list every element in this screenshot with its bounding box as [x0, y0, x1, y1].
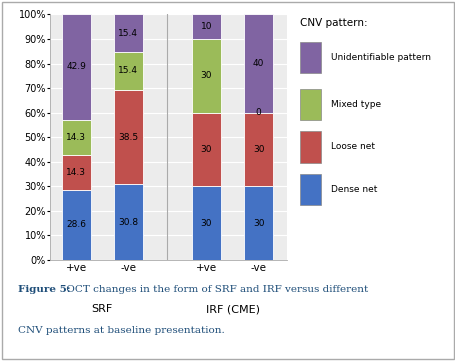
Text: 30: 30 — [200, 71, 212, 80]
Text: CNV patterns at baseline presentation.: CNV patterns at baseline presentation. — [18, 326, 224, 335]
Text: 15.4: 15.4 — [118, 66, 138, 75]
Text: Loose net: Loose net — [330, 143, 374, 152]
FancyBboxPatch shape — [299, 88, 320, 120]
Text: 40: 40 — [253, 59, 264, 68]
Text: Mixed type: Mixed type — [330, 100, 380, 109]
Text: Unidentifiable pattern: Unidentifiable pattern — [330, 53, 430, 62]
Bar — [62, 14, 91, 119]
Text: 14.3: 14.3 — [66, 132, 86, 142]
Text: 10: 10 — [200, 22, 212, 31]
FancyBboxPatch shape — [299, 131, 320, 162]
Bar — [62, 190, 91, 260]
Text: OCT changes in the form of SRF and IRF versus different: OCT changes in the form of SRF and IRF v… — [63, 285, 368, 294]
Bar — [62, 119, 91, 155]
Bar — [114, 52, 142, 90]
Text: Dense net: Dense net — [330, 186, 376, 194]
Text: CNV pattern:: CNV pattern: — [299, 18, 366, 29]
Text: 30: 30 — [253, 219, 264, 227]
Text: 28.6: 28.6 — [66, 220, 86, 229]
Text: 30: 30 — [200, 145, 212, 154]
Text: 30: 30 — [200, 219, 212, 227]
Text: Figure 5:: Figure 5: — [0, 360, 1, 361]
Bar — [244, 14, 273, 113]
Text: 30.8: 30.8 — [118, 218, 138, 227]
Bar — [192, 39, 220, 113]
Bar — [114, 14, 142, 52]
FancyBboxPatch shape — [299, 174, 320, 205]
Bar — [244, 113, 273, 186]
Text: IRF (CME): IRF (CME) — [205, 304, 259, 314]
Bar — [192, 186, 220, 260]
Bar — [192, 14, 220, 39]
Text: Figure 5: OCT changes in the form of SRF and IRF versus different: Figure 5: OCT changes in the form of SRF… — [0, 360, 1, 361]
Text: 42.9: 42.9 — [66, 62, 86, 71]
Text: SRF: SRF — [91, 304, 113, 314]
Bar — [62, 155, 91, 190]
Text: 14.3: 14.3 — [66, 168, 86, 177]
Text: 38.5: 38.5 — [118, 132, 138, 142]
Bar — [114, 90, 142, 184]
Bar — [192, 113, 220, 186]
Text: Figure 5:: Figure 5: — [18, 285, 71, 294]
Text: 0: 0 — [255, 108, 261, 117]
Bar — [114, 184, 142, 260]
Text: 15.4: 15.4 — [118, 29, 138, 38]
Text: 30: 30 — [253, 145, 264, 154]
FancyBboxPatch shape — [299, 42, 320, 73]
Bar — [244, 186, 273, 260]
